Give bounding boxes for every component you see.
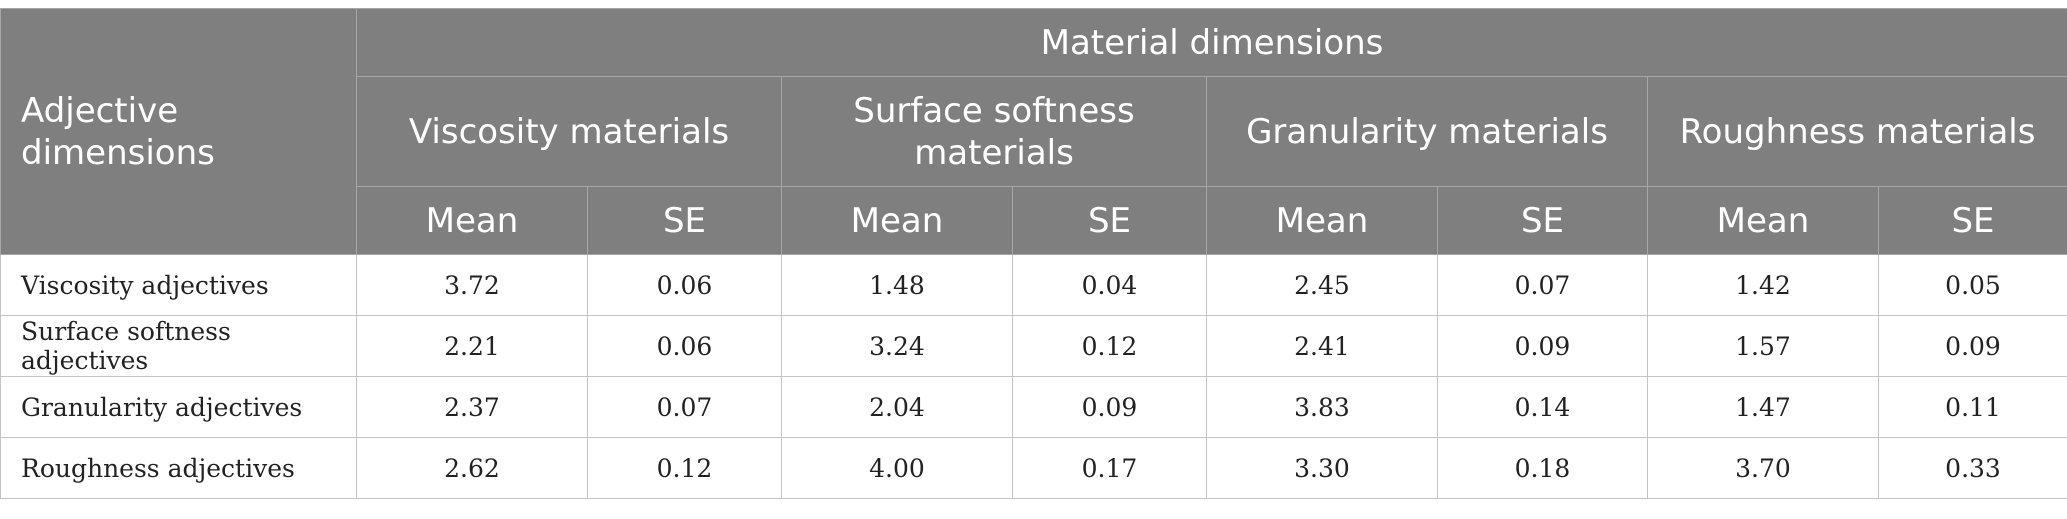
table-cell: 1.47	[1647, 376, 1879, 438]
row-label: Surface softness adjectives	[0, 315, 357, 377]
table-row: Roughness adjectives 2.62 0.12 4.00 0.17…	[0, 437, 2067, 499]
table-cell: 0.06	[587, 254, 782, 316]
row-label: Viscosity adjectives	[0, 254, 357, 316]
row-label: Granularity adjectives	[0, 376, 357, 438]
se-header: SE	[1437, 186, 1648, 255]
viscosity-materials-header: Viscosity materials	[356, 76, 782, 187]
table-cell: 2.62	[356, 437, 588, 499]
table-cell: 0.07	[587, 376, 782, 438]
header-row-materials: Viscosity materials Surface softness mat…	[1, 76, 2067, 187]
table-row: Viscosity adjectives 3.72 0.06 1.48 0.04…	[0, 254, 2067, 316]
table-cell: 3.70	[1647, 437, 1879, 499]
table-cell: 0.05	[1877, 254, 2067, 316]
table-cell: 0.04	[1012, 254, 1207, 316]
table-cell: 3.83	[1206, 376, 1438, 438]
se-header: SE	[587, 186, 782, 255]
table-cell: 0.06	[587, 315, 782, 377]
table-cell: 3.24	[781, 315, 1013, 377]
table-cell: 0.07	[1437, 254, 1648, 316]
table-cell: 4.00	[781, 437, 1013, 499]
table-cell: 2.45	[1206, 254, 1438, 316]
table-cell: 0.11	[1877, 376, 2067, 438]
material-dimensions-header: Material dimensions	[355, 8, 2067, 77]
table-cell: 1.57	[1647, 315, 1879, 377]
table-cell: 2.04	[781, 376, 1013, 438]
table-cell: 0.14	[1437, 376, 1648, 438]
adjective-dimensions-header: Adjective dimensions	[0, 8, 357, 255]
se-header: SE	[1877, 186, 2067, 255]
results-table-container: Adjective dimensions Material dimensions…	[0, 8, 2067, 499]
mean-header: Mean	[781, 186, 1013, 255]
row-label: Roughness adjectives	[0, 437, 357, 499]
table-header: Adjective dimensions Material dimensions…	[0, 8, 2067, 255]
roughness-materials-header: Roughness materials	[1646, 76, 2067, 187]
surface-softness-materials-header: Surface softness materials	[781, 76, 1207, 187]
header-row-group: Adjective dimensions Material dimensions	[0, 8, 2067, 255]
table-row: Surface softness adjectives 2.21 0.06 3.…	[0, 315, 2067, 377]
table-cell: 0.33	[1877, 437, 2067, 499]
mean-header: Mean	[1206, 186, 1438, 255]
table-cell: 1.42	[1647, 254, 1879, 316]
table-cell: 0.09	[1437, 315, 1648, 377]
table-cell: 2.37	[356, 376, 588, 438]
table-cell: 0.09	[1877, 315, 2067, 377]
table-cell: 0.09	[1012, 376, 1207, 438]
table-row: Granularity adjectives 2.37 0.07 2.04 0.…	[0, 376, 2067, 438]
mean-header: Mean	[356, 186, 588, 255]
mean-header: Mean	[1647, 186, 1879, 255]
table-cell: 0.12	[587, 437, 782, 499]
table-cell: 3.30	[1206, 437, 1438, 499]
table-cell: 2.41	[1206, 315, 1438, 377]
se-header: SE	[1012, 186, 1207, 255]
header-row-stats: Mean SE Mean SE Mean SE Mean SE	[1, 186, 2067, 255]
table-cell: 0.18	[1437, 437, 1648, 499]
results-table: Adjective dimensions Material dimensions…	[0, 8, 2067, 499]
table-cell: 0.12	[1012, 315, 1207, 377]
table-cell: 1.48	[781, 254, 1013, 316]
table-cell: 3.72	[356, 254, 588, 316]
table-body: Viscosity adjectives 3.72 0.06 1.48 0.04…	[0, 254, 2067, 499]
granularity-materials-header: Granularity materials	[1206, 76, 1648, 187]
table-cell: 0.17	[1012, 437, 1207, 499]
table-cell: 2.21	[356, 315, 588, 377]
